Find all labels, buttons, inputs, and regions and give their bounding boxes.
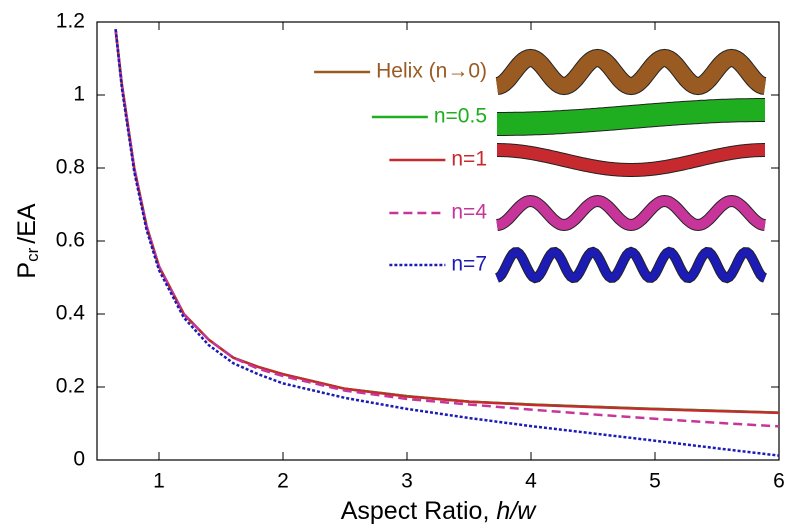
y-tick-label: 1 [73, 83, 85, 106]
legend-label: n=0.5 [434, 105, 487, 128]
series-line [114, 29, 780, 457]
y-label-rest: /EA [13, 203, 41, 244]
ribbon [497, 144, 765, 176]
ribbon [497, 99, 765, 135]
series-line [114, 29, 780, 414]
legend-label: n=7 [451, 253, 487, 276]
x-tick-label: 4 [525, 470, 537, 493]
x-tick-label: 5 [649, 470, 661, 493]
x-tick-label: 2 [277, 470, 289, 493]
y-label-sub: cr [23, 247, 42, 262]
series-line [114, 29, 780, 428]
x-tick-label: 3 [401, 470, 413, 493]
x-tick-label: 6 [773, 470, 785, 493]
legend-label: Helix (n→0) [376, 60, 487, 83]
x-axis-label: Aspect Ratio, h/w [341, 497, 537, 525]
y-axis-label: Pcr/EA [13, 203, 43, 278]
ribbon [495, 247, 767, 283]
ribbon [495, 49, 767, 95]
y-tick-label: 0.6 [56, 229, 85, 252]
legend-label: n=4 [451, 201, 487, 224]
x-label-italic: h/w [496, 497, 537, 525]
series-line [114, 29, 780, 415]
legend-label: n=1 [451, 148, 487, 171]
y-tick-label: 1.2 [56, 10, 85, 33]
plot-frame [96, 21, 780, 461]
y-label-main: P [13, 262, 41, 279]
series-line [114, 29, 780, 414]
y-tick-label: 0.8 [56, 156, 85, 179]
x-label-main: Aspect Ratio, [341, 497, 497, 525]
ribbon [496, 195, 766, 231]
y-tick-label: 0 [73, 448, 85, 471]
y-tick-label: 0.2 [56, 375, 85, 398]
x-tick-label: 1 [153, 470, 165, 493]
y-tick-label: 0.4 [56, 302, 86, 325]
